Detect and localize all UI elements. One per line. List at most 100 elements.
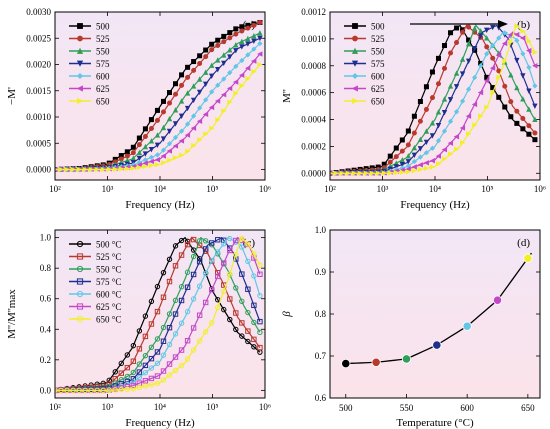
data-point bbox=[160, 324, 167, 331]
data-point bbox=[245, 309, 251, 316]
data-point bbox=[190, 253, 197, 260]
x-tick-label: 500 bbox=[339, 403, 353, 413]
data-point bbox=[490, 55, 496, 61]
data-point bbox=[484, 104, 490, 110]
legend-label: 500 °C bbox=[96, 240, 121, 250]
data-point bbox=[118, 386, 124, 393]
data-point bbox=[55, 168, 58, 171]
data-point bbox=[423, 150, 430, 156]
data-point bbox=[239, 57, 245, 64]
data-point bbox=[136, 135, 142, 141]
data-point bbox=[471, 101, 478, 108]
data-point bbox=[64, 166, 70, 173]
data-point bbox=[221, 52, 227, 58]
data-point bbox=[215, 273, 221, 280]
legend-marker bbox=[76, 290, 84, 298]
legend-marker bbox=[76, 303, 84, 310]
data-point bbox=[209, 73, 215, 79]
legend-label: 525 bbox=[371, 34, 385, 44]
data-point bbox=[429, 145, 436, 151]
data-point bbox=[221, 306, 227, 313]
data-point bbox=[233, 285, 239, 291]
data-point bbox=[333, 170, 339, 176]
y-tick-label: 0.8 bbox=[40, 263, 52, 273]
data-point bbox=[172, 331, 179, 337]
data-point bbox=[106, 387, 112, 393]
data-point bbox=[88, 166, 95, 173]
y-tick-label: 0.0000 bbox=[26, 165, 51, 175]
data-point bbox=[94, 166, 101, 173]
x-tick-label: 10³ bbox=[102, 184, 114, 194]
data-point bbox=[393, 164, 399, 170]
y-tick-label: 0.0004 bbox=[301, 115, 326, 125]
data-point bbox=[136, 346, 143, 352]
legend-label: 575 bbox=[96, 59, 110, 69]
data-point bbox=[82, 166, 89, 173]
data-point bbox=[118, 370, 124, 376]
data-point bbox=[460, 139, 466, 146]
data-point bbox=[417, 154, 424, 160]
data-point bbox=[526, 64, 532, 71]
data-point bbox=[130, 379, 137, 385]
x-tick-label: 10² bbox=[324, 184, 336, 194]
data-point bbox=[369, 170, 376, 176]
y-tick-label: 1.0 bbox=[40, 233, 52, 243]
data-point bbox=[423, 139, 430, 146]
data-point bbox=[532, 83, 538, 89]
data-point bbox=[423, 165, 430, 171]
data-point bbox=[432, 340, 442, 350]
data-point bbox=[172, 367, 179, 374]
data-point bbox=[239, 298, 245, 305]
y-tick-label: 0.4 bbox=[40, 324, 52, 334]
data-point bbox=[520, 51, 526, 57]
y-tick-label: 0.0000 bbox=[301, 168, 326, 178]
data-point bbox=[454, 25, 460, 31]
data-point bbox=[215, 82, 221, 88]
data-point bbox=[435, 55, 441, 61]
data-point bbox=[209, 41, 215, 47]
data-point bbox=[233, 326, 239, 333]
data-point bbox=[508, 99, 514, 105]
data-point bbox=[532, 116, 538, 123]
data-point bbox=[130, 385, 137, 392]
y-tick-label: 0.0005 bbox=[26, 138, 51, 148]
series-line bbox=[55, 236, 261, 391]
data-point bbox=[233, 31, 239, 37]
data-point bbox=[448, 50, 454, 56]
data-point bbox=[142, 313, 149, 319]
data-point bbox=[496, 74, 502, 81]
shift-arrow-head bbox=[498, 20, 508, 28]
data-point bbox=[245, 25, 251, 31]
data-point bbox=[523, 253, 533, 263]
legend-label: 525 °C bbox=[96, 252, 121, 262]
data-point bbox=[184, 308, 191, 315]
panel-label: (d) bbox=[517, 237, 530, 249]
data-point bbox=[257, 318, 263, 325]
x-tick-label: 10⁵ bbox=[206, 402, 218, 412]
x-tick-label: 550 bbox=[400, 403, 414, 413]
data-point bbox=[532, 130, 538, 136]
x-tick-label: 10⁴ bbox=[429, 184, 441, 194]
data-point bbox=[251, 22, 257, 28]
data-point bbox=[227, 47, 233, 53]
legend-label: 625 bbox=[96, 84, 110, 94]
data-point bbox=[221, 39, 227, 45]
data-point bbox=[227, 316, 233, 323]
legend: 500 °C 525 °C 550 °C 575 °C 600 °C 625 °C 650 … bbox=[69, 240, 121, 325]
data-point bbox=[221, 241, 227, 247]
data-point bbox=[142, 378, 149, 384]
data-point bbox=[393, 169, 400, 176]
legend-marker bbox=[351, 72, 359, 80]
data-point bbox=[172, 354, 179, 360]
data-point bbox=[238, 72, 245, 78]
x-tick-label: 10² bbox=[49, 184, 61, 194]
data-point bbox=[202, 111, 209, 118]
y-tick-label: 0.8 bbox=[315, 309, 327, 319]
legend: 500 525 550 575 600 625 650 bbox=[69, 22, 110, 107]
data-point bbox=[239, 244, 245, 250]
data-point bbox=[466, 24, 472, 30]
data-point bbox=[148, 355, 155, 362]
data-point bbox=[215, 304, 221, 311]
data-point bbox=[209, 62, 215, 68]
data-point bbox=[196, 259, 203, 265]
